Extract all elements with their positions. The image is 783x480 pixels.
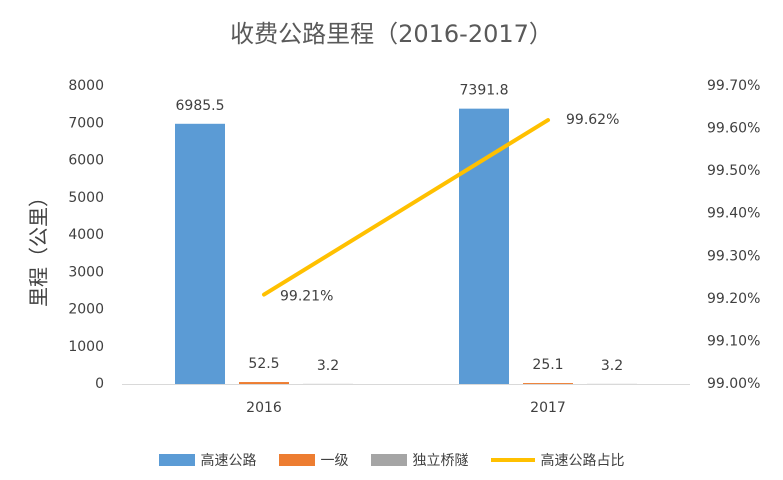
y2-tick-label: 99.70%: [707, 78, 760, 94]
bar-2017-高速公路: [459, 108, 509, 384]
y-tick-label: 5000: [68, 190, 104, 206]
y-tick-label: 6000: [68, 153, 104, 169]
legend-item-highway: 高速公路: [158, 450, 257, 470]
x-tick-label: 2017: [530, 400, 566, 416]
legend-swatch-grade1: [278, 454, 315, 466]
bar-data-label: 52.5: [248, 356, 279, 372]
y-tick-label: 4000: [68, 227, 104, 243]
bar-data-label: 7391.8: [460, 83, 509, 99]
y-tick-label: 3000: [68, 264, 104, 280]
bar-2016-高速公路: [175, 123, 225, 384]
y2-tick-label: 99.30%: [707, 248, 760, 264]
legend-item-grade1: 一级: [278, 450, 349, 470]
legend-label-bridge-tunnel: 独立桥隧: [412, 453, 469, 469]
legend-label-grade1: 一级: [320, 453, 349, 469]
legend: 高速公路 一级 独立桥隧 高速公路占比: [0, 450, 783, 470]
legend-swatch-highway: [158, 454, 195, 466]
bar-data-label: 25.1: [532, 357, 563, 373]
chart-title: 收费公路里程（2016-2017）: [230, 20, 553, 48]
y-axis-label: 里程（公里）: [27, 187, 51, 307]
y2-tick-label: 99.20%: [707, 291, 760, 307]
y2-tick-label: 99.10%: [707, 333, 760, 349]
legend-item-highway-share: 高速公路占比: [490, 450, 625, 470]
y2-tick-label: 99.00%: [707, 376, 760, 392]
y2-tick-label: 99.40%: [707, 206, 760, 222]
legend-label-highway-share: 高速公路占比: [540, 453, 625, 469]
bar-data-label: 3.2: [317, 358, 339, 374]
bar-2016-一级: [239, 382, 289, 384]
x-tick-label: 2016: [246, 400, 282, 416]
y-tick-label: 8000: [68, 78, 104, 94]
bar-2017-一级: [523, 383, 573, 384]
legend-label-highway: 高速公路: [200, 453, 257, 469]
legend-swatch-bridge-tunnel: [370, 454, 407, 466]
y-tick-label: 7000: [68, 115, 104, 131]
y-tick-label: 1000: [68, 339, 104, 355]
bar-data-label: 6985.5: [176, 98, 225, 114]
highway-share-line: [262, 118, 550, 297]
legend-line-highway-share: [490, 458, 535, 462]
y-tick-label: 0: [95, 376, 104, 392]
y-tick-label: 2000: [68, 302, 104, 318]
line-data-label: 99.21%: [280, 289, 333, 305]
line-data-label: 99.62%: [566, 112, 619, 128]
bar-data-label: 3.2: [601, 358, 623, 374]
legend-item-bridge-tunnel: 独立桥隧: [370, 450, 469, 470]
y2-tick-label: 99.60%: [707, 121, 760, 137]
y2-tick-label: 99.50%: [707, 163, 760, 179]
